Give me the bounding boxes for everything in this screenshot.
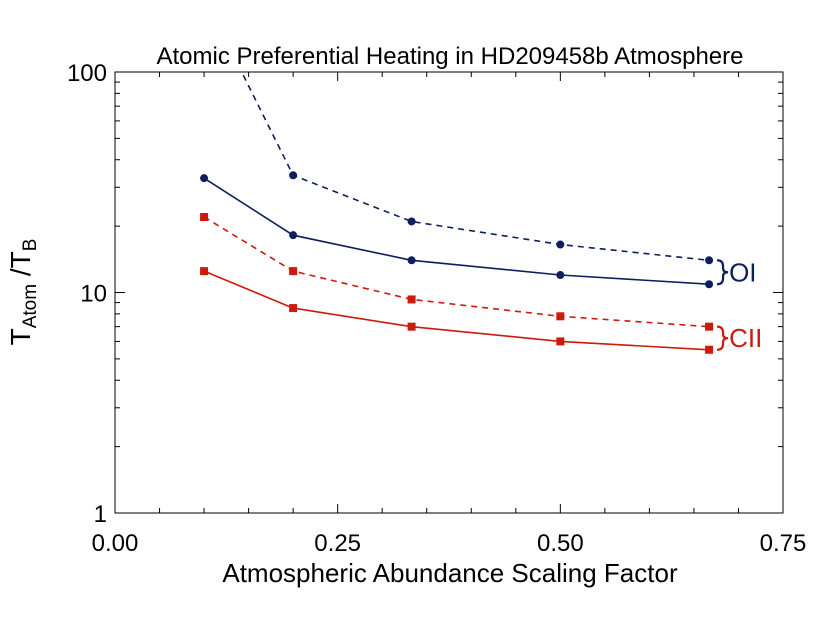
data-point: [200, 267, 209, 276]
minor-ticks: [115, 72, 783, 513]
series-line: [203, 270, 710, 351]
series-line: [203, 177, 710, 285]
series-layer: [200, 72, 714, 354]
data-point: [200, 212, 209, 221]
plot-frame: [114, 71, 784, 514]
y-axis-title-sub1: Atom: [20, 284, 41, 328]
data-point: [705, 322, 714, 331]
series-CII-dashed: [200, 212, 714, 331]
tick-labels: 0.00 0.25 0.50 0.75 1 10 100: [67, 60, 806, 557]
data-point: [289, 171, 298, 180]
y-tick-label: 100: [67, 60, 107, 87]
major-ticks: [114, 71, 784, 514]
y-tick-label: 10: [80, 281, 107, 308]
data-point: [705, 280, 714, 289]
y-axis-title-main: T: [5, 328, 36, 345]
data-point: [705, 256, 714, 265]
series-CII-solid: [200, 267, 714, 354]
brace-CII: [717, 325, 729, 351]
data-point: [407, 295, 416, 304]
data-point: [407, 256, 416, 265]
series-line: [203, 216, 710, 328]
y-tick-label: 1: [94, 501, 107, 528]
y-axis-title-sub2: B: [20, 239, 41, 252]
data-point: [200, 174, 209, 183]
x-axis-title: Atmospheric Abundance Scaling Factor: [222, 558, 678, 588]
group-labels: OI CII: [717, 257, 762, 353]
group-label-CII: CII: [729, 323, 762, 353]
data-point: [289, 231, 298, 240]
data-point: [289, 267, 298, 276]
chart-title: Atomic Preferential Heating in HD209458b…: [157, 43, 744, 70]
data-point: [556, 240, 565, 249]
data-point: [556, 337, 565, 346]
x-tick-label: 0.50: [537, 530, 584, 557]
series-OI-dashed: [240, 72, 714, 265]
data-point: [407, 217, 416, 226]
data-point: [556, 312, 565, 321]
x-tick-label: 0.25: [314, 530, 361, 557]
y-axis-title: TAtom /TB: [5, 239, 41, 346]
x-tick-label: 0.00: [92, 530, 139, 557]
data-point: [289, 304, 298, 313]
brace-OI: [717, 259, 729, 286]
y-axis-title-slash: /T: [5, 251, 36, 284]
data-point: [556, 271, 565, 280]
series-line: [240, 72, 710, 262]
series-OI-solid: [200, 174, 714, 289]
group-label-OI: OI: [729, 257, 756, 287]
data-point: [407, 322, 416, 331]
data-point: [705, 345, 714, 354]
x-tick-label: 0.75: [760, 530, 807, 557]
